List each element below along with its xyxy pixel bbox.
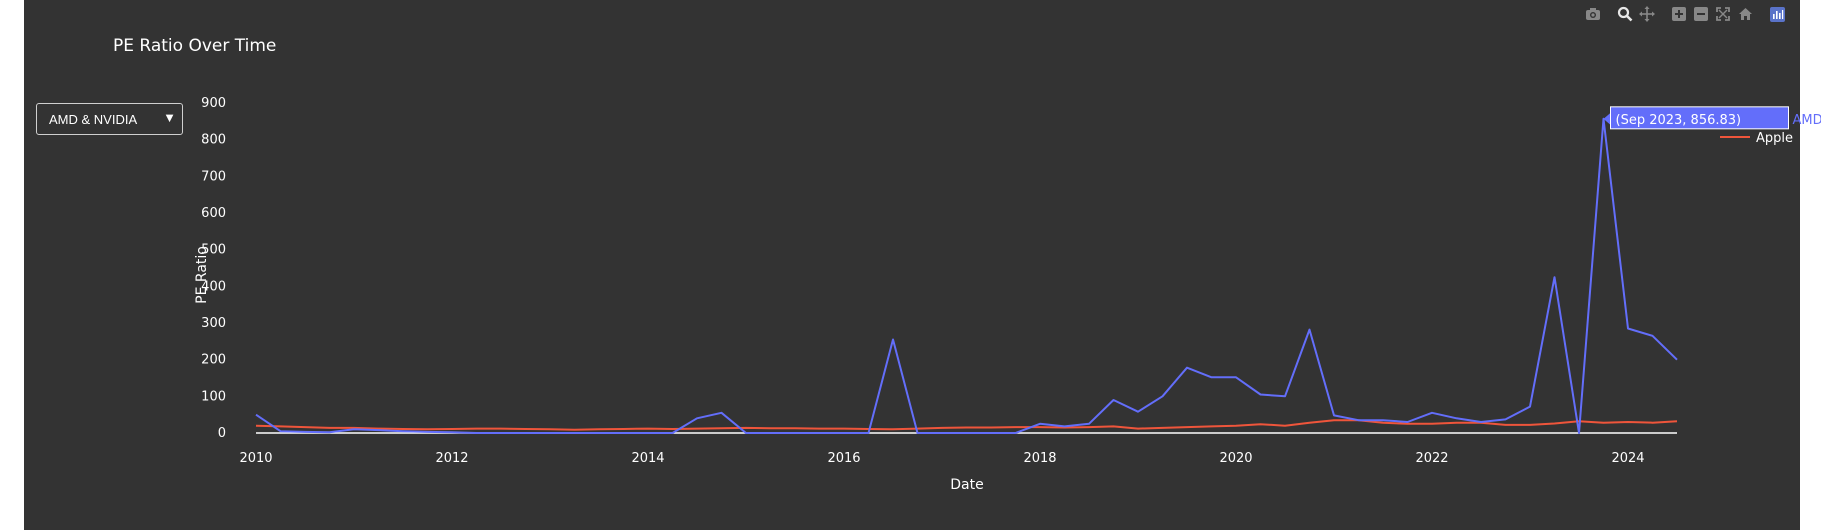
tooltip-pointer — [1603, 112, 1611, 125]
series-line-amd — [255, 117, 1678, 434]
x-tick-label-2016: 2016 — [827, 451, 860, 466]
x-tick-label-2022: 2022 — [1415, 451, 1448, 466]
y-tick-label-400: 400 — [201, 279, 226, 294]
y-tick-label-900: 900 — [201, 96, 226, 111]
pan-icon[interactable] — [1636, 4, 1658, 24]
company-dropdown[interactable]: AMD & NVIDIA ▼ — [36, 103, 183, 135]
y-tick-label-800: 800 — [201, 133, 226, 148]
hover-tooltip: (Sep 2023, 856.83) AMD — [1603, 106, 1821, 130]
zoom-out-icon[interactable] — [1690, 4, 1712, 24]
x-tick-label-2010: 2010 — [239, 451, 272, 466]
x-tick-label-2024: 2024 — [1611, 451, 1644, 466]
x-tick-label-2018: 2018 — [1023, 451, 1056, 466]
x-tick-label-2014: 2014 — [631, 451, 664, 466]
x-tick-label-2020: 2020 — [1219, 451, 1252, 466]
tooltip-box — [1610, 106, 1789, 130]
x-axis-label: Date — [950, 477, 983, 493]
chart-title: PE Ratio Over Time — [113, 36, 276, 56]
autoscale-icon[interactable] — [1712, 4, 1734, 24]
y-tick-label-0: 0 — [218, 426, 226, 441]
tooltip-series-name: AMD — [1793, 113, 1821, 128]
y-tick-label-500: 500 — [201, 243, 226, 258]
y-tick-label-700: 700 — [201, 169, 226, 184]
series-line-apple — [255, 419, 1678, 431]
zoom-icon[interactable] — [1614, 4, 1636, 24]
chart-panel — [24, 0, 1800, 530]
y-axis-label: PE Ratio — [194, 246, 210, 304]
y-tick-label-300: 300 — [201, 316, 226, 331]
camera-icon[interactable] — [1582, 4, 1604, 24]
x-tick-label-2012: 2012 — [435, 451, 468, 466]
reset-axes-icon[interactable] — [1734, 4, 1756, 24]
legend-label-apple: Apple — [1756, 131, 1793, 146]
dropdown-selected-value: AMD & NVIDIA — [49, 111, 138, 127]
modebar — [1582, 4, 1788, 24]
y-tick-label-100: 100 — [201, 389, 226, 404]
plotly-logo-icon[interactable] — [1766, 4, 1788, 24]
y-tick-label-600: 600 — [201, 206, 226, 221]
tooltip-text: (Sep 2023, 856.83) — [1616, 113, 1742, 128]
y-tick-label-200: 200 — [201, 353, 226, 368]
zoom-in-icon[interactable] — [1668, 4, 1690, 24]
chevron-down-icon: ▼ — [163, 110, 176, 125]
